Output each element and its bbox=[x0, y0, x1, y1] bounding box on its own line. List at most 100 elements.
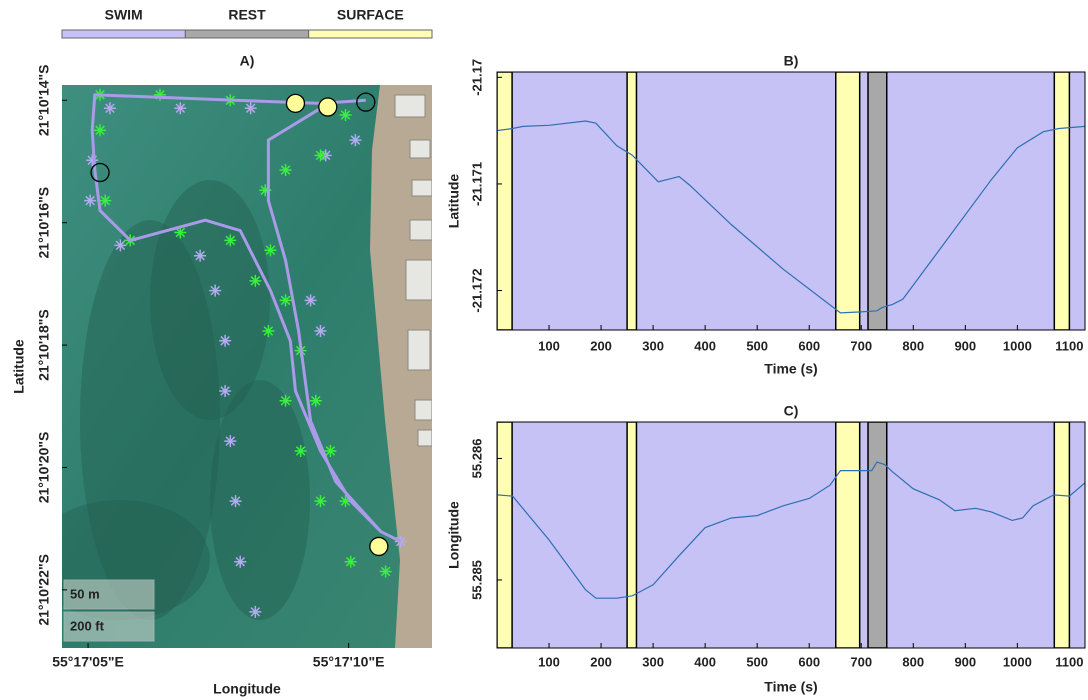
legend-label: SWIM bbox=[105, 7, 143, 23]
x-tick-label: 400 bbox=[694, 654, 716, 669]
data-line bbox=[497, 120, 1085, 314]
activity-band bbox=[886, 72, 1055, 330]
position-fix bbox=[153, 88, 166, 101]
y-tick-label: 21°10'18"S bbox=[36, 309, 52, 381]
x-axis-label: Time (s) bbox=[764, 361, 817, 377]
x-tick-label: 1100 bbox=[1055, 338, 1083, 353]
x-tick-label: 700 bbox=[850, 654, 872, 669]
x-tick-label: 700 bbox=[850, 338, 872, 353]
panel-title: B) bbox=[784, 53, 799, 69]
position-fix bbox=[99, 194, 112, 207]
x-tick-label: 200 bbox=[590, 654, 612, 669]
position-fix bbox=[94, 124, 107, 137]
position-fix bbox=[224, 435, 237, 448]
x-tick-label: 500 bbox=[746, 654, 768, 669]
position-fix bbox=[394, 535, 407, 548]
position-fix bbox=[279, 294, 292, 307]
y-tick-label: -21.172 bbox=[469, 269, 484, 313]
x-tick-label: 200 bbox=[590, 338, 612, 353]
x-tick-label: 900 bbox=[954, 338, 976, 353]
axes-frame bbox=[496, 421, 1086, 649]
x-tick-label: 1000 bbox=[1003, 654, 1032, 669]
y-tick-label: 21°10'16"S bbox=[36, 187, 52, 259]
position-fix bbox=[209, 284, 222, 297]
x-axis-label: Longitude bbox=[213, 681, 281, 697]
position-fix bbox=[314, 325, 327, 338]
position-fix bbox=[279, 164, 292, 177]
panel-title: A) bbox=[240, 53, 255, 69]
position-fix bbox=[309, 394, 322, 407]
sea bbox=[62, 85, 432, 648]
building bbox=[394, 94, 426, 118]
surface-event bbox=[356, 92, 376, 112]
activity-band bbox=[636, 422, 836, 648]
y-tick-label: 55.285 bbox=[469, 560, 484, 600]
position-fix bbox=[379, 565, 392, 578]
x-tick-label: 55°17'10"E bbox=[313, 654, 385, 670]
x-tick-label: 500 bbox=[746, 338, 768, 353]
position-fix bbox=[229, 495, 242, 508]
position-fix bbox=[84, 194, 97, 207]
position-fix bbox=[314, 149, 327, 162]
activity-band bbox=[867, 422, 888, 648]
x-tick-label: 100 bbox=[538, 338, 560, 353]
x-tick-label: 400 bbox=[694, 338, 716, 353]
x-tick-label: 55°17'05"E bbox=[52, 654, 124, 670]
activity-band bbox=[497, 422, 513, 648]
activity-band bbox=[497, 72, 513, 330]
x-tick-label: 300 bbox=[642, 654, 664, 669]
y-axis-label: Latitude bbox=[11, 339, 27, 394]
surface-event bbox=[285, 93, 306, 114]
position-fix bbox=[174, 102, 187, 115]
reef bbox=[210, 380, 310, 620]
activity-band bbox=[626, 72, 638, 330]
position-fix bbox=[344, 555, 357, 568]
position-fix bbox=[249, 605, 262, 618]
building bbox=[405, 259, 432, 301]
legend-swatch bbox=[308, 29, 433, 39]
y-axis-label: Latitude bbox=[446, 174, 462, 229]
building bbox=[417, 429, 432, 447]
y-tick-label: -21.17 bbox=[469, 59, 484, 96]
position-fix bbox=[219, 384, 232, 397]
position-fix bbox=[194, 249, 207, 262]
position-fix bbox=[314, 495, 327, 508]
y-tick-label: 21°10'22"S bbox=[36, 554, 52, 626]
reef bbox=[150, 180, 270, 420]
y-tick-label: 21°10'20"S bbox=[36, 432, 52, 504]
position-fix bbox=[339, 495, 352, 508]
activity-band bbox=[859, 422, 869, 648]
position-fix bbox=[219, 334, 232, 347]
activity-band bbox=[512, 72, 628, 330]
activity-band bbox=[859, 72, 869, 330]
building bbox=[414, 399, 432, 421]
position-fix bbox=[259, 184, 272, 197]
scale-label: 200 ft bbox=[70, 618, 105, 633]
legend-label: REST bbox=[228, 7, 266, 23]
legend-swatch bbox=[61, 29, 186, 39]
activity-band bbox=[867, 72, 888, 330]
x-axis-label: Time (s) bbox=[764, 679, 817, 695]
building bbox=[409, 219, 432, 241]
activity-band bbox=[512, 422, 628, 648]
building bbox=[409, 139, 431, 159]
position-fix bbox=[249, 274, 262, 287]
data-line bbox=[497, 461, 1085, 599]
activity-band bbox=[626, 422, 638, 648]
map-area bbox=[62, 85, 432, 648]
legend-label: SURFACE bbox=[337, 7, 404, 23]
panel-title: C) bbox=[784, 403, 799, 419]
plot-area bbox=[497, 422, 1085, 648]
scale-box bbox=[63, 579, 155, 610]
position-fix bbox=[244, 102, 257, 115]
activity-band bbox=[835, 72, 861, 330]
position-fix bbox=[324, 444, 337, 457]
activity-band bbox=[1069, 422, 1085, 648]
plot-area bbox=[497, 72, 1085, 330]
position-fix bbox=[339, 108, 352, 121]
y-tick-label: 55.286 bbox=[469, 439, 484, 479]
x-tick-label: 1000 bbox=[1003, 338, 1032, 353]
position-fix bbox=[114, 239, 127, 252]
building bbox=[407, 329, 431, 371]
